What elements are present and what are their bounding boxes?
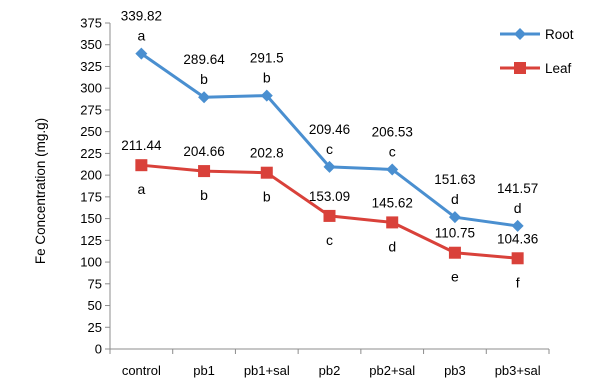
leaf-letter-label: b — [200, 187, 208, 203]
leaf-letter-label: b — [263, 189, 271, 205]
leaf-letter-label: f — [516, 274, 520, 290]
y-tick-label: 250 — [80, 124, 102, 139]
y-tick-label: 225 — [80, 146, 102, 161]
root-letter-label: b — [263, 70, 271, 86]
axes — [109, 23, 549, 350]
leaf-value-label: 110.75 — [435, 226, 475, 241]
x-tick-label: pb2 — [319, 363, 341, 378]
root-value-label: 151.63 — [434, 172, 475, 187]
x-tick-label: pb3 — [444, 363, 466, 378]
leaf-value-label: 202.8 — [250, 146, 284, 161]
y-tick-label: 150 — [80, 211, 102, 226]
root-point — [198, 91, 211, 104]
root-value-label: 291.5 — [250, 51, 284, 66]
x-tick-label: control — [122, 363, 161, 378]
root-point — [135, 47, 148, 60]
y-tick-label: 25 — [88, 320, 102, 335]
root-point — [323, 160, 336, 173]
legend-leaf-label: Leaf — [545, 61, 572, 76]
leaf-letter-label: e — [451, 269, 459, 285]
legend: Root Leaf — [500, 27, 574, 76]
legend-root-label: Root — [545, 27, 574, 42]
leaf-point — [511, 252, 524, 265]
x-tick-label: pb1+sal — [244, 363, 290, 378]
x-tick-label: pb3+sal — [495, 363, 541, 378]
y-tick-label: 50 — [88, 298, 102, 313]
leaf-letter-label: d — [388, 238, 396, 254]
root-letter-label: d — [514, 200, 522, 216]
y-tick-label: 75 — [88, 276, 102, 291]
root-letter-label: d — [451, 191, 459, 207]
root-letter-label: b — [200, 71, 208, 87]
x-tick-label: pb1 — [193, 363, 215, 378]
data-labels-layer: 339.82 a 289.64 b 291.5 b 209.46 c 206.53 c 151.63… — [121, 9, 539, 291]
y-tick-label: 350 — [80, 37, 102, 52]
root-value-label: 289.64 — [183, 52, 225, 67]
leaf-value-label: 204.66 — [183, 144, 224, 159]
y-tick-label: 325 — [80, 59, 102, 74]
leaf-point — [198, 165, 211, 178]
root-point — [511, 219, 524, 232]
leaf-letter-label: a — [137, 181, 145, 197]
y-tick-label: 175 — [80, 189, 102, 204]
root-point — [260, 89, 273, 102]
y-tick-label: 300 — [80, 81, 102, 96]
legend-leaf-marker — [514, 62, 526, 74]
y-tick-label: 0 — [95, 342, 102, 357]
series-layer — [135, 47, 524, 265]
y-axis-ticks: 0 25 50 75 100 125 150 175 200 225 250 275 300 325 350… — [80, 16, 110, 357]
root-point — [386, 163, 399, 176]
y-tick-label: 100 — [80, 255, 102, 270]
root-value-label: 206.53 — [372, 124, 413, 139]
y-tick-label: 275 — [80, 102, 102, 117]
root-letter-label: c — [389, 143, 396, 159]
root-value-label: 209.46 — [309, 122, 350, 137]
x-axis-ticks: control pb1 pb1+sal pb2 pb2+sal pb3 pb3+sal — [109, 349, 550, 378]
root-point — [448, 211, 461, 224]
leaf-point — [386, 216, 399, 229]
root-value-label: 339.82 — [121, 9, 162, 24]
leaf-value-label: 145.62 — [372, 195, 413, 210]
leaf-value-label: 211.44 — [121, 138, 162, 153]
legend-root-marker — [514, 28, 526, 40]
leaf-point — [260, 166, 273, 179]
leaf-value-label: 153.09 — [309, 189, 350, 204]
root-value-label: 141.57 — [497, 181, 538, 196]
leaf-point — [135, 159, 148, 172]
y-tick-label: 200 — [80, 168, 102, 183]
x-tick-label: pb2+sal — [369, 363, 415, 378]
root-letter-label: c — [326, 141, 333, 157]
leaf-point — [448, 246, 461, 259]
leaf-point — [323, 209, 336, 222]
y-axis-title: Fe Concentration (mg.g) — [33, 118, 48, 264]
y-tick-label: 375 — [80, 16, 102, 31]
leaf-letter-label: c — [326, 232, 333, 248]
root-letter-label: a — [137, 28, 145, 44]
y-tick-label: 125 — [80, 233, 102, 248]
leaf-value-label: 104.36 — [497, 231, 538, 246]
